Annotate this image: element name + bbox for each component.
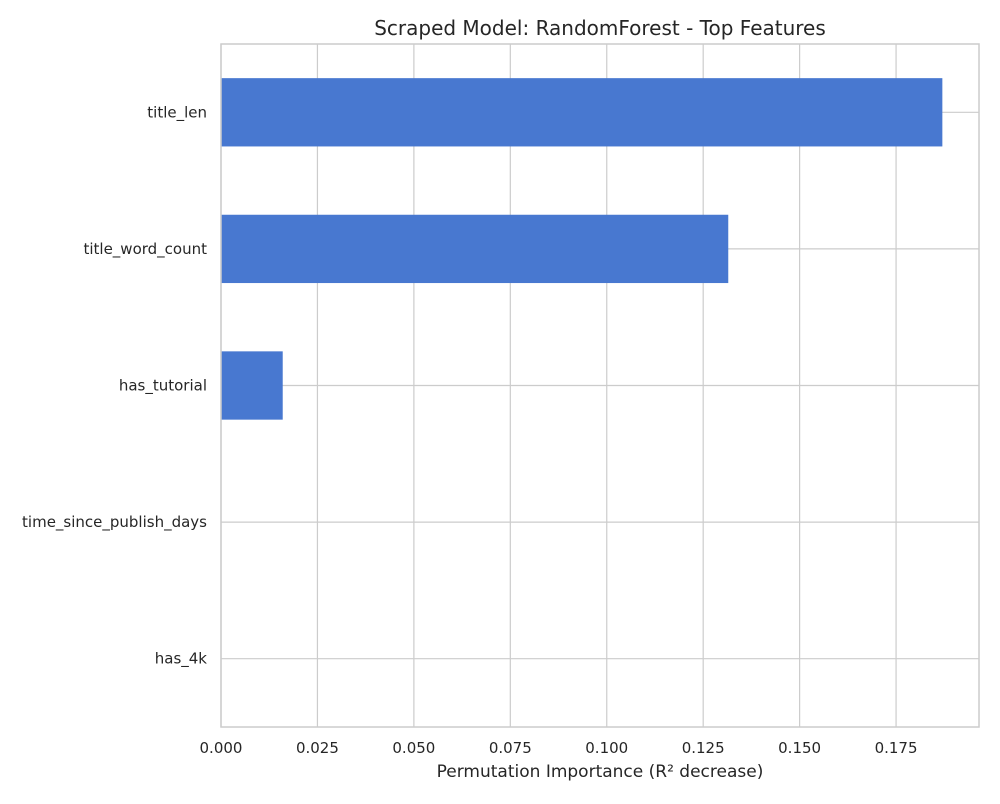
x-tick-label: 0.100: [585, 739, 628, 757]
x-tick-label: 0.150: [778, 739, 821, 757]
x-tick-label: 0.050: [392, 739, 435, 757]
y-tick-label: has_4k: [155, 650, 208, 669]
x-tick-label: 0.175: [875, 739, 918, 757]
bar-has_tutorial: [221, 351, 283, 420]
y-tick-label: has_tutorial: [119, 377, 207, 396]
grid-layer: [220, 44, 979, 727]
chart-title: Scraped Model: RandomForest - Top Featur…: [374, 16, 826, 40]
y-tick-labels: title_len title_word_count has_tutorialtim…: [22, 103, 207, 668]
y-tick-label: title_word_count: [83, 240, 207, 259]
x-tick-labels: 0.000 0.025 0.050 0.075 0.100 0.125 0.150 0.175: [200, 739, 918, 757]
bar-title_word_count: [221, 214, 729, 284]
x-tick-label: 0.075: [489, 739, 532, 757]
x-tick-label: 0.125: [682, 739, 725, 757]
x-tick-label: 0.000: [200, 739, 243, 757]
bar-title_len: [221, 78, 943, 147]
y-tick-label: title_len: [147, 103, 207, 122]
y-tick-label: time_since_publish_days: [22, 513, 207, 532]
x-axis-label: Permutation Importance (R² decrease): [437, 762, 764, 782]
x-tick-label: 0.025: [296, 739, 339, 757]
plot-frame: [220, 43, 980, 728]
bar-layer: [221, 78, 943, 420]
